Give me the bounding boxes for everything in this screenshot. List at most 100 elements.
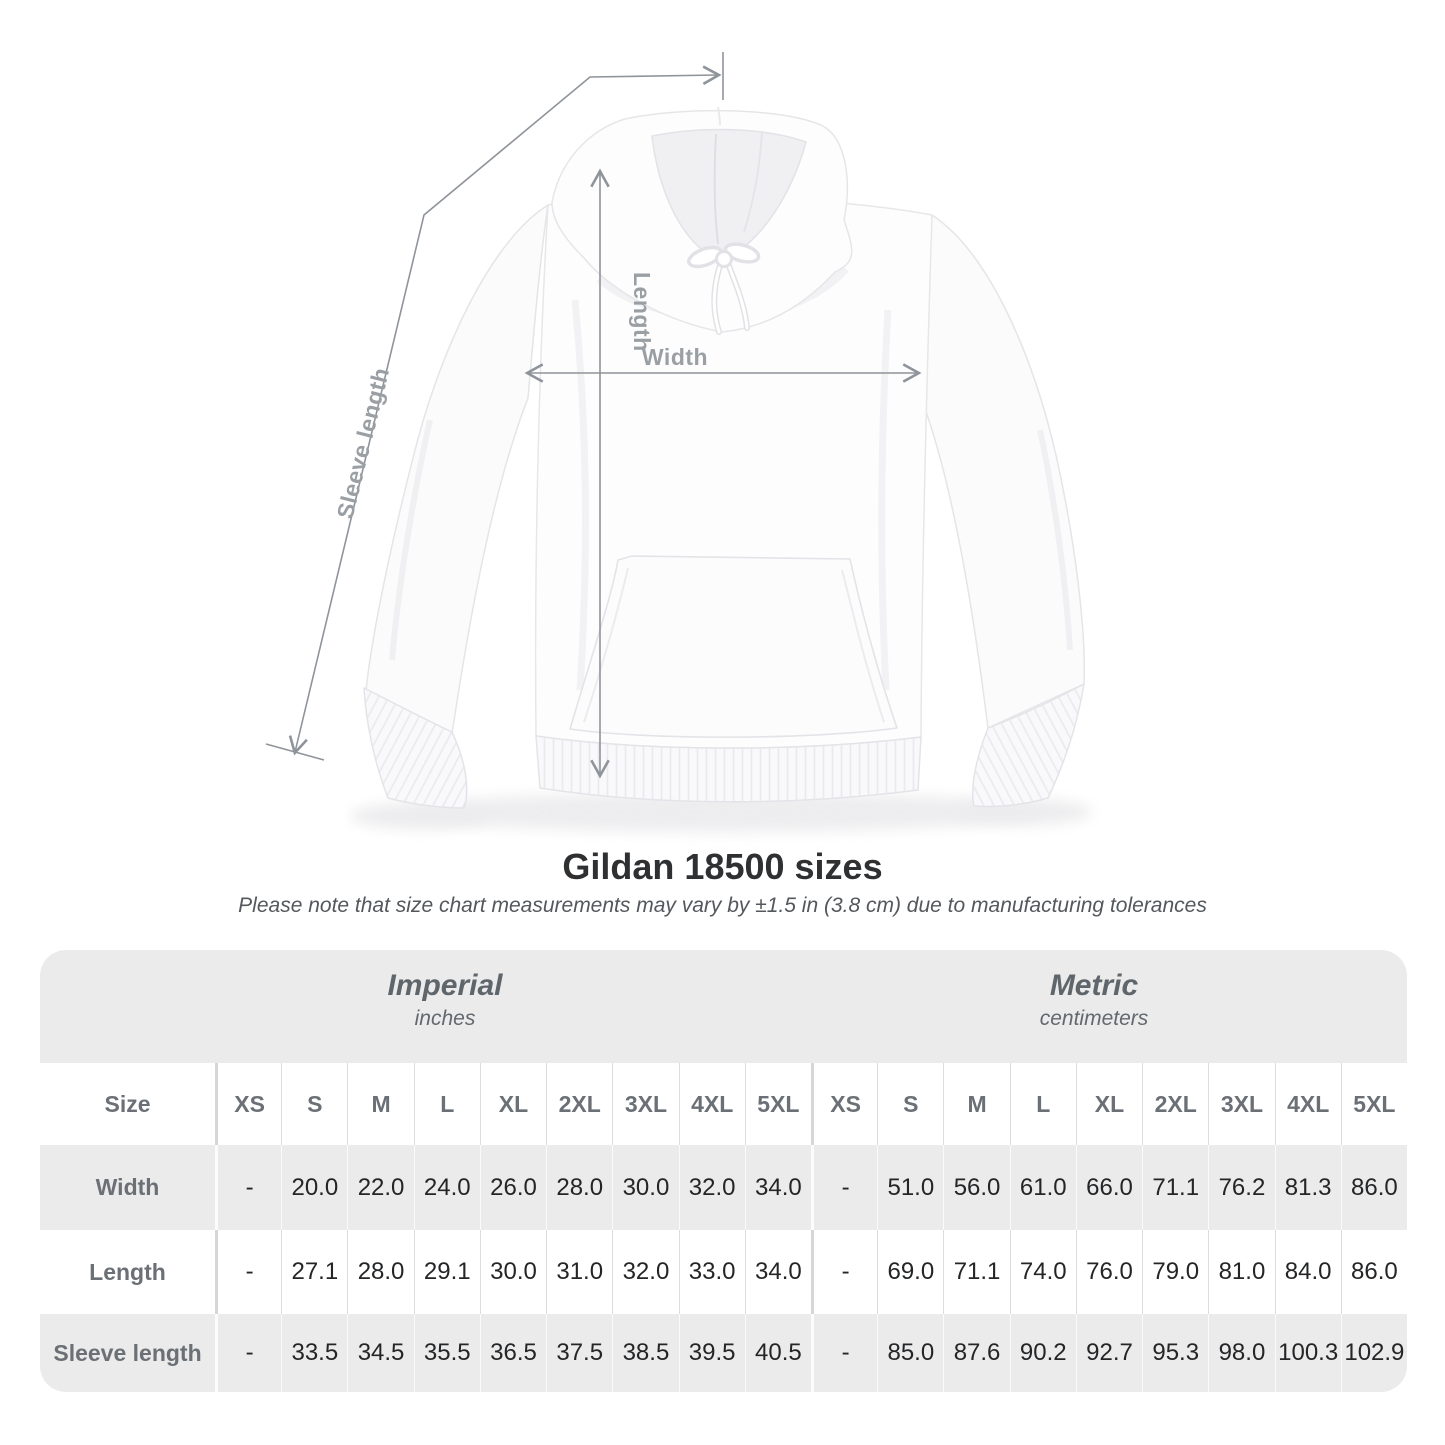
size-column-header: L	[1009, 1063, 1076, 1145]
size-column-header: 2XL	[1142, 1063, 1208, 1145]
metric-unit: centimeters	[1039, 1007, 1149, 1030]
garment-shadow	[350, 792, 1092, 832]
measurement-value-cell: -	[215, 1230, 281, 1314]
measurement-value-cell: 86.0	[1340, 1230, 1407, 1314]
size-column-header: 5XL	[1340, 1063, 1407, 1145]
hoodie-illustration	[363, 106, 1085, 809]
measurement-value-cell: 27.1	[281, 1230, 347, 1314]
measurement-value-cell: 51.0	[877, 1145, 943, 1230]
measurement-value-cell: 34.0	[744, 1230, 811, 1314]
measurement-value-cell: 20.0	[281, 1145, 347, 1230]
tolerance-note: Please note that size chart measurements…	[238, 894, 1207, 917]
measurement-value-cell: 95.3	[1142, 1314, 1208, 1392]
measurement-value-cell: 86.0	[1340, 1145, 1407, 1230]
sleeve-length-label: Sleeve length	[332, 365, 395, 521]
measurement-value-cell: -	[810, 1145, 877, 1230]
size-column-header: XL	[1075, 1063, 1142, 1145]
measurement-value-cell: 61.0	[1009, 1145, 1076, 1230]
size-column-header: M	[347, 1063, 413, 1145]
size-column-header: 2XL	[546, 1063, 612, 1145]
size-header-row: Size XS S M L XL 2XL 3XL 4XL 5XL XS S M …	[40, 1063, 1407, 1145]
measurement-value-cell: 33.0	[678, 1230, 745, 1314]
table-row-width: Width - 20.0 22.0 24.0 26.0 28.0 30.0 32…	[40, 1145, 1407, 1230]
measurement-value-cell: 79.0	[1142, 1230, 1208, 1314]
size-column-header: 4XL	[1274, 1063, 1341, 1145]
unit-section-header: Imperial inches Metric centimeters	[40, 950, 1407, 1063]
measurement-value-cell: 39.5	[678, 1314, 745, 1392]
measurement-value-cell: -	[810, 1230, 877, 1314]
measurement-value-cell: 37.5	[546, 1314, 612, 1392]
size-column-header: M	[943, 1063, 1009, 1145]
measurement-value-cell: 98.0	[1208, 1314, 1274, 1392]
imperial-unit: inches	[414, 1007, 476, 1030]
measurement-value-cell: -	[215, 1145, 281, 1230]
measurement-value-cell: 34.5	[347, 1314, 413, 1392]
size-column-header: XS	[215, 1063, 281, 1145]
measurement-value-cell: 30.0	[479, 1230, 546, 1314]
measurement-value-cell: 30.0	[612, 1145, 678, 1230]
size-header-label: Size	[104, 1090, 151, 1117]
size-column-header: S	[281, 1063, 347, 1145]
size-column-header: L	[413, 1063, 480, 1145]
measurement-value-cell: 29.1	[413, 1230, 480, 1314]
measurement-value-cell: 32.0	[612, 1230, 678, 1314]
row-label-length: Length	[89, 1258, 166, 1285]
sleeve-length-start-tick	[265, 743, 325, 761]
measurement-value-cell: 28.0	[347, 1230, 413, 1314]
size-column-header: S	[877, 1063, 943, 1145]
measurement-value-cell: 100.3	[1274, 1314, 1341, 1392]
measurement-value-cell: 81.3	[1274, 1145, 1341, 1230]
metric-title: Metric	[1049, 969, 1139, 1002]
measurement-value-cell: 34.0	[744, 1145, 811, 1230]
size-column-header: 3XL	[612, 1063, 678, 1145]
measurement-value-cell: 22.0	[347, 1145, 413, 1230]
measurement-value-cell: 31.0	[546, 1230, 612, 1314]
size-column-header: 4XL	[678, 1063, 745, 1145]
measurement-value-cell: -	[215, 1314, 281, 1392]
measurement-value-cell: 84.0	[1274, 1230, 1341, 1314]
row-label-width: Width	[95, 1174, 160, 1200]
measurement-value-cell: 74.0	[1009, 1230, 1076, 1314]
measurement-value-cell: 90.2	[1009, 1314, 1076, 1392]
size-column-header: 5XL	[744, 1063, 811, 1145]
size-chart-table: Imperial inches Metric centimeters Size …	[40, 950, 1407, 1392]
measurement-value-cell: 36.5	[479, 1314, 546, 1392]
measurement-value-cell: 71.1	[1142, 1145, 1208, 1230]
measurement-value-cell: 71.1	[943, 1230, 1009, 1314]
measurement-value-cell: 76.0	[1075, 1230, 1142, 1314]
measurement-value-cell: 32.0	[678, 1145, 745, 1230]
measurement-value-cell: 56.0	[943, 1145, 1009, 1230]
length-label: Length	[629, 272, 655, 352]
measurement-value-cell: 69.0	[877, 1230, 943, 1314]
kangaroo-pocket	[569, 555, 898, 738]
imperial-section-header: Imperial inches	[215, 968, 675, 1034]
measurement-value-cell: 76.2	[1208, 1145, 1274, 1230]
row-label-sleeve-length: Sleeve length	[53, 1339, 202, 1366]
measurement-value-cell: 87.6	[943, 1314, 1009, 1392]
right-sleeve	[921, 214, 1085, 729]
width-label: Width	[642, 344, 708, 370]
measurement-value-cell: 92.7	[1075, 1314, 1142, 1392]
measurement-value-cell: 28.0	[546, 1145, 612, 1230]
size-column-header: XS	[810, 1063, 877, 1145]
measurement-value-cell: 33.5	[281, 1314, 347, 1392]
measurement-value-cell: 102.9	[1340, 1314, 1407, 1392]
measurement-value-cell: 24.0	[413, 1145, 480, 1230]
measurement-annotations	[265, 52, 918, 775]
table-row-sleeve-length: Sleeve length - 33.5 34.5 35.5 36.5 37.5…	[40, 1314, 1407, 1392]
imperial-title: Imperial	[387, 969, 503, 1002]
table-row-length: Length - 27.1 28.0 29.1 30.0 31.0 32.0 3…	[40, 1230, 1407, 1314]
sleeve-length-line	[295, 75, 718, 752]
measurement-value-cell: 26.0	[479, 1145, 546, 1230]
measurement-value-cell: 40.5	[744, 1314, 811, 1392]
metric-section-header: Metric centimeters	[864, 968, 1324, 1034]
measurement-value-cell: 85.0	[877, 1314, 943, 1392]
measurement-value-cell: 66.0	[1075, 1145, 1142, 1230]
measurement-value-cell: 38.5	[612, 1314, 678, 1392]
size-column-header: 3XL	[1208, 1063, 1274, 1145]
measurement-value-cell: 35.5	[413, 1314, 480, 1392]
hoodie-size-diagram: Length Width Sleeve length	[265, 52, 1092, 832]
size-column-header: XL	[479, 1063, 546, 1145]
measurement-value-cell: 81.0	[1208, 1230, 1274, 1314]
